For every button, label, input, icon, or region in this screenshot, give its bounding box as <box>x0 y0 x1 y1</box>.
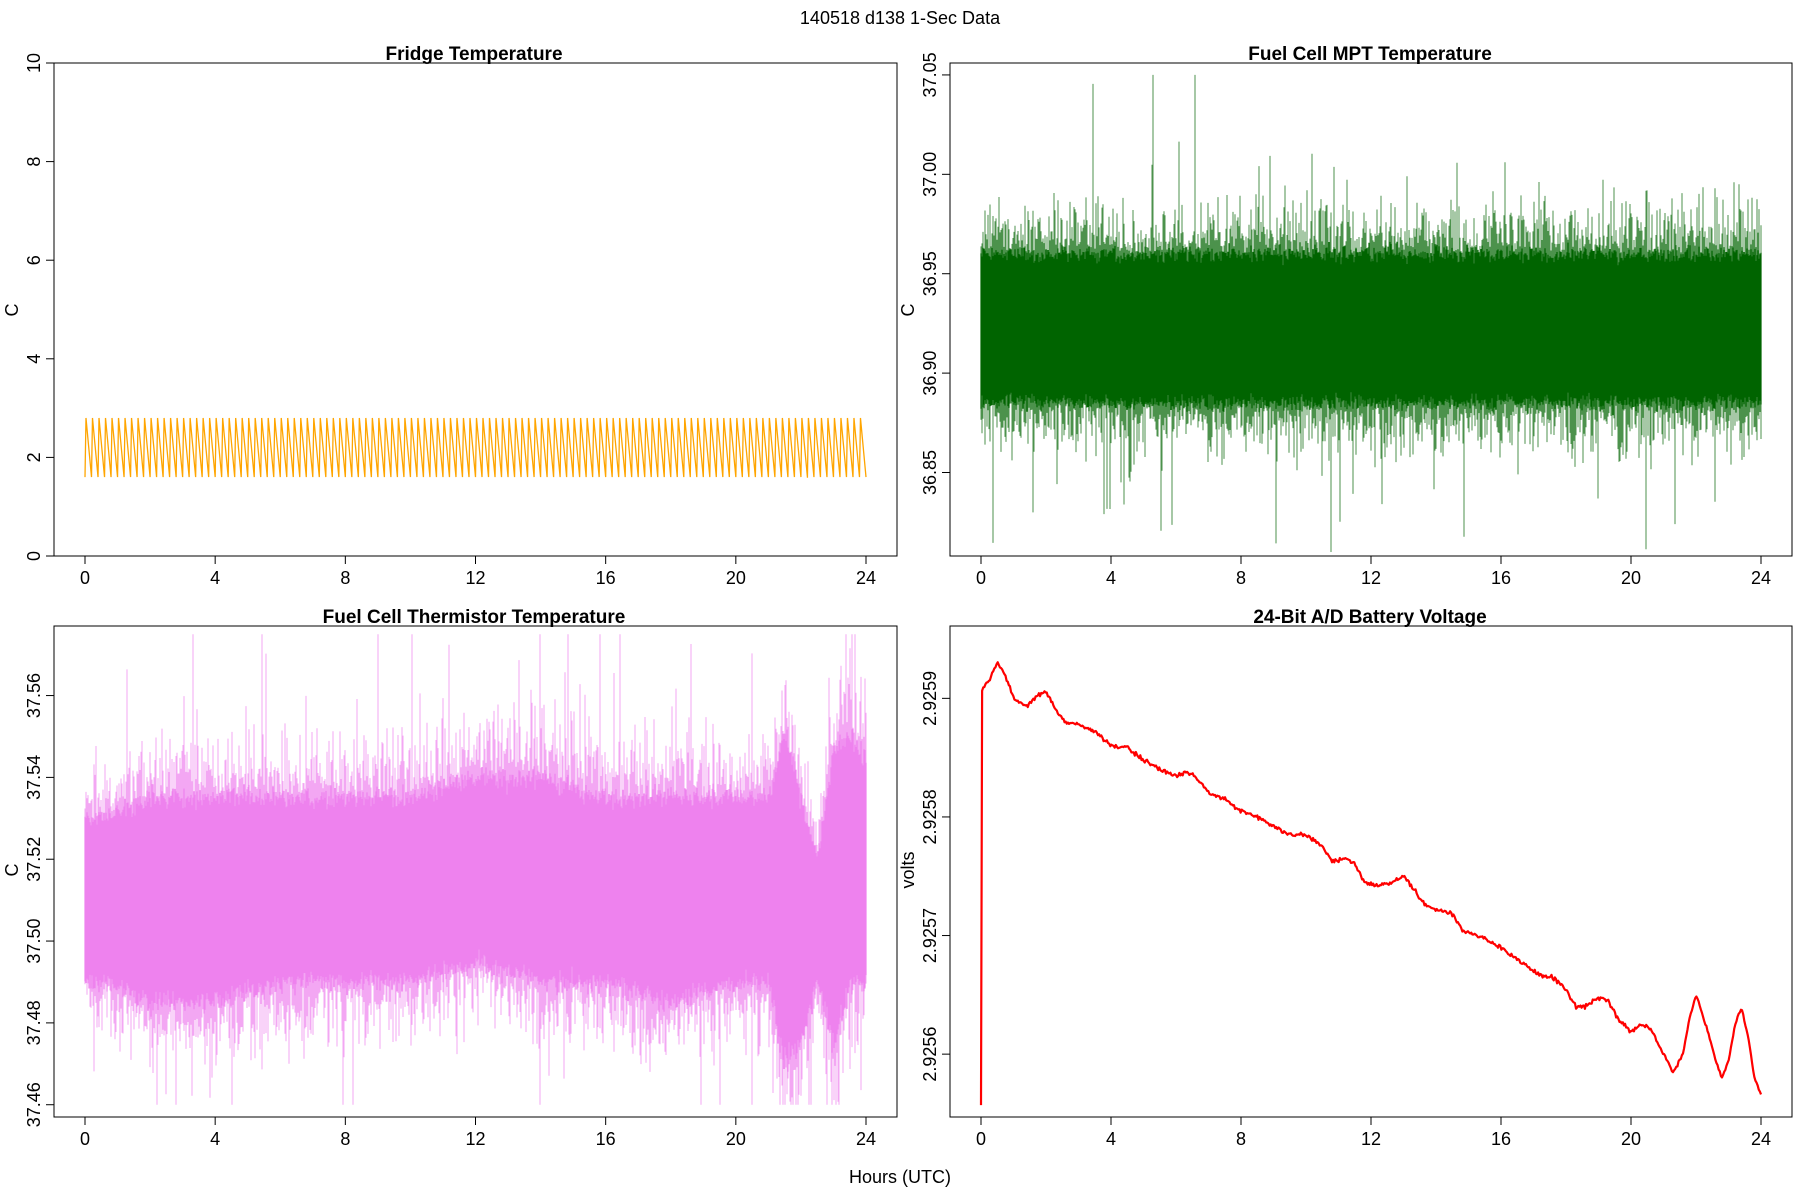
mpt-y-tick-label: 36.95 <box>920 251 940 296</box>
fridge-x-tick-label: 0 <box>80 568 90 588</box>
thermistor-x-tick-label: 4 <box>210 1129 220 1149</box>
fridge-y-tick-label: 10 <box>24 53 44 73</box>
mpt-x-tick-label: 12 <box>1361 568 1381 588</box>
fuel-cell-thermistor-temperature-panel: Fuel Cell Thermistor Temperature C 0 4 8 12… <box>2 607 898 1149</box>
fridge-x-tick-label: 12 <box>465 568 485 588</box>
mpt-x-tick-label: 24 <box>1751 568 1771 588</box>
mpt-y-tick-label: 36.90 <box>920 351 940 396</box>
fridge-series-line <box>84 417 867 478</box>
thermistor-x-tick-label: 12 <box>465 1129 485 1149</box>
battery-y-tick-label: 2.9256 <box>920 1027 940 1082</box>
battery-y-tick-label: 2.9258 <box>920 789 940 844</box>
battery-panel-title: 24-Bit A/D Battery Voltage <box>1253 607 1486 628</box>
thermistor-panel-title: Fuel Cell Thermistor Temperature <box>323 607 626 628</box>
figure-title: 140518 d138 1-Sec Data <box>800 8 1001 28</box>
fridge-y-tick-label: 0 <box>24 551 44 561</box>
battery-x-tick-label: 4 <box>1106 1129 1116 1149</box>
battery-series-line <box>979 661 1763 1106</box>
fuel-cell-mpt-temperature-panel: Fuel Cell MPT Temperature C 0 4 8 12 16 20 24 3… <box>898 44 1793 588</box>
mpt-x-tick-label: 8 <box>1236 568 1246 588</box>
battery-plot-frame <box>949 625 1793 1118</box>
thermistor-y-axis-label: C <box>2 864 22 877</box>
thermistor-x-tick-label: 20 <box>726 1129 746 1149</box>
mpt-x-tick-label: 4 <box>1106 568 1116 588</box>
battery-x-tick-label: 20 <box>1621 1129 1641 1149</box>
thermistor-y-tick-label: 37.50 <box>24 919 44 964</box>
thermistor-y-tick-label: 37.46 <box>24 1082 44 1127</box>
fridge-y-tick-label: 6 <box>24 255 44 265</box>
thermistor-y-tick-label: 37.56 <box>24 673 44 718</box>
mpt-panel-title: Fuel Cell MPT Temperature <box>1248 44 1492 65</box>
battery-y-axis-label: volts <box>898 851 918 888</box>
thermistor-x-tick-label: 8 <box>340 1129 350 1149</box>
thermistor-y-tick-label: 37.54 <box>24 755 44 800</box>
figure-x-axis-label: Hours (UTC) <box>849 1167 951 1187</box>
battery-x-tick-label: 8 <box>1236 1129 1246 1149</box>
battery-y-tick-label: 2.9257 <box>920 908 940 963</box>
fridge-y-tick-label: 8 <box>24 157 44 167</box>
mpt-y-axis-label: C <box>898 304 918 317</box>
mpt-y-tick-label: 37.00 <box>920 152 940 197</box>
fridge-x-tick-label: 8 <box>340 568 350 588</box>
thermistor-x-tick-label: 24 <box>856 1129 876 1149</box>
battery-y-tick-label: 2.9259 <box>920 671 940 726</box>
fridge-plot-frame <box>53 62 898 557</box>
battery-voltage-panel: 24-Bit A/D Battery Voltage volts 0 4 8 12 16… <box>898 607 1793 1149</box>
fridge-y-axis-label: C <box>2 304 22 317</box>
battery-x-tick-label: 16 <box>1491 1129 1511 1149</box>
mpt-x-tick-label: 20 <box>1621 568 1641 588</box>
fridge-x-tick-label: 24 <box>856 568 876 588</box>
battery-x-tick-label: 0 <box>976 1129 986 1149</box>
mpt-y-tick-label: 36.85 <box>920 450 940 495</box>
thermistor-y-tick-label: 37.52 <box>24 837 44 882</box>
fridge-x-tick-label: 4 <box>210 568 220 588</box>
thermistor-y-tick-label: 37.48 <box>24 1000 44 1045</box>
thermistor-x-tick-label: 16 <box>596 1129 616 1149</box>
thermistor-series-band <box>84 728 867 1072</box>
battery-x-tick-label: 24 <box>1751 1129 1771 1149</box>
fridge-panel-title: Fridge Temperature <box>385 44 562 65</box>
battery-x-tick-label: 12 <box>1361 1129 1381 1149</box>
mpt-series-band <box>980 241 1762 416</box>
fridge-y-tick-label: 4 <box>24 354 44 364</box>
fridge-y-tick-label: 2 <box>24 452 44 462</box>
mpt-x-tick-label: 0 <box>976 568 986 588</box>
fridge-x-tick-label: 20 <box>726 568 746 588</box>
thermistor-x-tick-label: 0 <box>80 1129 90 1149</box>
fridge-x-tick-label: 16 <box>596 568 616 588</box>
mpt-x-tick-label: 16 <box>1491 568 1511 588</box>
mpt-y-tick-label: 37.05 <box>920 52 940 97</box>
